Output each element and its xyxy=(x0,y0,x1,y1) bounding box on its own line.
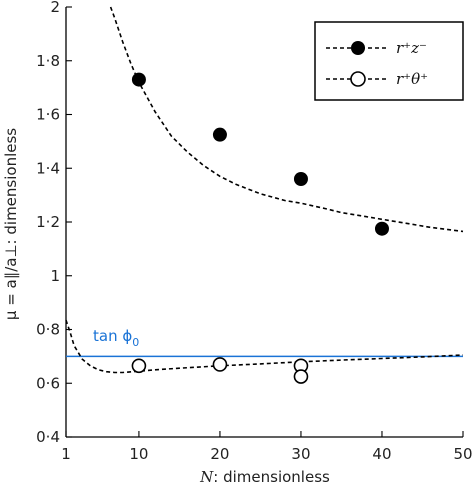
y-tick-label: 1·2 xyxy=(36,213,60,231)
x-tick-label: 40 xyxy=(372,445,391,463)
curve-layer xyxy=(65,6,464,374)
x-axis-title: N: dimensionless xyxy=(199,468,330,486)
y-axis-title: μ = a∥/a⊥: dimensionless xyxy=(2,128,20,320)
y-tick-label: 1·8 xyxy=(36,52,60,70)
x-tick-label: 50 xyxy=(453,445,472,463)
y-tick-label: 0·4 xyxy=(36,428,60,446)
fit-curve-2 xyxy=(65,319,464,374)
tick-layer: 1 10 20 30 40 50 0·4 0·6 0·8 1 1·2 1·4 1·6 1·8 2 xyxy=(36,0,472,463)
legend: r⁺z⁻ r⁺θ⁺ xyxy=(314,21,464,101)
fit-curve-1 xyxy=(109,6,464,233)
legend-box xyxy=(314,21,464,101)
data-point-filled xyxy=(212,127,227,142)
tan-phi-annotation: tan ϕ0 xyxy=(93,327,139,349)
data-point-filled xyxy=(131,72,146,87)
y-tick-label: 1·4 xyxy=(36,159,60,177)
legend-label-filled: r⁺z⁻ xyxy=(396,39,427,57)
legend-label-open: r⁺θ⁺ xyxy=(396,70,428,88)
y-tick-label: 0·8 xyxy=(36,321,60,339)
x-tick-label: 30 xyxy=(291,445,310,463)
y-tick-label: 2 xyxy=(50,0,60,16)
data-point-filled xyxy=(374,221,389,236)
legend-marker-open xyxy=(350,71,366,87)
data-point-open xyxy=(293,369,309,384)
x-tick-label: 20 xyxy=(210,445,229,463)
y-tick-label: 1 xyxy=(50,267,60,285)
data-point-open xyxy=(131,358,147,374)
legend-marker-filled xyxy=(351,41,365,55)
x-tick-label: 1 xyxy=(61,445,71,463)
y-tick-label: 1·6 xyxy=(36,106,60,124)
x-tick-label: 10 xyxy=(129,445,148,463)
point-layer xyxy=(131,72,389,384)
y-tick-label: 0·6 xyxy=(36,374,60,392)
data-point-open xyxy=(212,357,228,372)
data-point-filled xyxy=(293,172,308,186)
